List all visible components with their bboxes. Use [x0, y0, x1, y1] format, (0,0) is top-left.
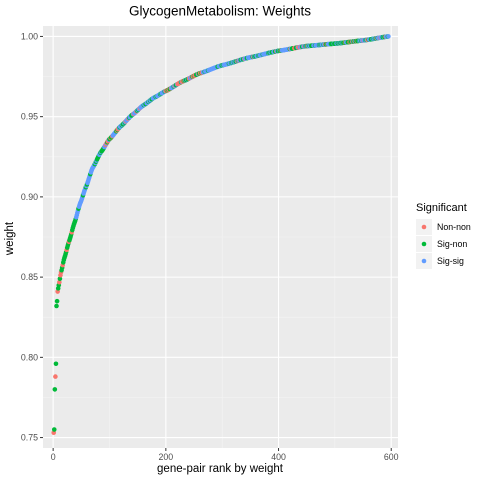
y-tick-label: 0.95: [21, 112, 38, 122]
data-points: [51, 34, 391, 436]
data-point-sig-non: [57, 276, 63, 282]
data-point-sig-non: [52, 387, 58, 392]
major-gridlines: [43, 26, 398, 448]
x-tick-label: 200: [158, 452, 173, 462]
data-point-sig-non: [53, 361, 59, 367]
legend-title: Significant: [416, 202, 467, 214]
y-axis-title: weight: [4, 221, 16, 256]
legend-label: Non-non: [437, 222, 471, 232]
data-point-sig-sig: [386, 34, 391, 39]
data-point-sig-non: [54, 303, 59, 309]
data-point-sig-non: [51, 427, 57, 432]
legend-key-sig-non: [421, 241, 427, 247]
chart-title: GlycogenMetabolism: Weights: [129, 4, 311, 19]
y-tick-label: 1.00: [21, 31, 38, 41]
x-tick-label: 0: [51, 452, 56, 462]
data-point-non-non: [57, 279, 62, 285]
legend-key-non-non: [421, 224, 427, 230]
legend: Significant Non-non Sig-non Sig-sig: [416, 202, 471, 269]
legend-label: Sig-sig: [437, 256, 464, 266]
y-tick-label: 0.80: [21, 352, 38, 362]
y-axis: 0.75 0.80 0.85 0.90 0.95 1.00: [21, 31, 43, 443]
x-axis: 0 200 400 600: [51, 448, 399, 462]
x-axis-title: gene-pair rank by weight: [157, 463, 284, 475]
data-point-non-non: [53, 374, 58, 379]
minor-gridlines: [43, 26, 398, 448]
legend-label: Sig-non: [437, 239, 467, 249]
x-tick-label: 600: [384, 452, 399, 462]
y-tick-label: 0.85: [21, 272, 38, 282]
y-tick-label: 0.75: [21, 433, 38, 443]
legend-key-sig-sig: [421, 258, 427, 264]
data-point-sig-non: [54, 298, 60, 304]
y-tick-label: 0.90: [21, 192, 38, 202]
x-tick-label: 400: [271, 452, 286, 462]
